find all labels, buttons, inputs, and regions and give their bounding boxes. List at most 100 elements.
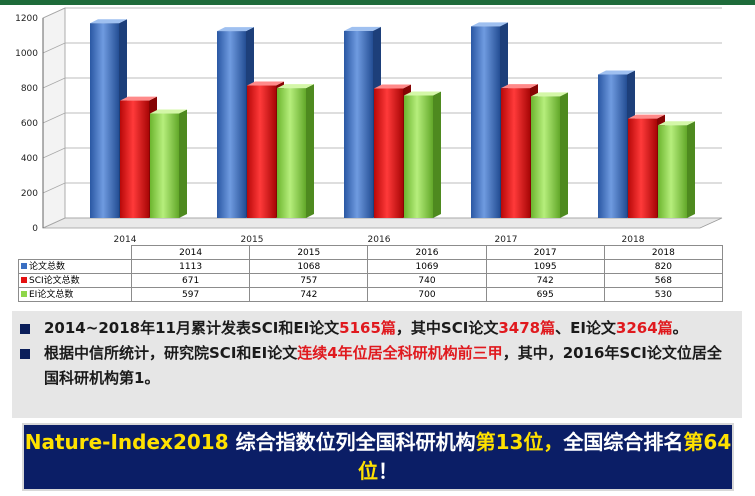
y-tick-label: 200 [21, 189, 38, 199]
bullet-text-part: 根据中信所统计，研究院SCI和EI论文 [44, 344, 298, 362]
table-row: EI论文总数 597 742 700 695 530 [18, 287, 724, 302]
bullet-item: 根据中信所统计，研究院SCI和EI论文连续4年位居全科研机构前三甲，其中，201… [20, 341, 734, 391]
top-accent-bar [0, 0, 755, 5]
bar-side [306, 84, 314, 219]
series-name-ei: EI论文总数 [29, 289, 74, 300]
series-name-total: 论文总数 [29, 261, 66, 272]
bullet-text: 根据中信所统计，研究院SCI和EI论文连续4年位居全科研机构前三甲，其中，201… [44, 344, 722, 387]
series-name-sci: SCI论文总数 [29, 275, 80, 286]
square-bullet-icon [20, 324, 30, 334]
bar-top [374, 84, 411, 89]
bar [628, 118, 657, 218]
bar-side [179, 109, 187, 218]
nature-index-banner: Nature-Index2018 综合指数位列全国科研机构第13位，全国综合排名… [22, 423, 734, 491]
y-tick-label: 1000 [15, 49, 38, 59]
table-header-year: 2016 [367, 245, 487, 260]
bar [598, 74, 627, 218]
table-header-row: 2014 2015 2016 2017 2018 [18, 245, 724, 260]
summary-bullets: 2014~2018年11月累计发表SCI和EI论文5165篇，其中SCI论文34… [12, 311, 742, 418]
bar [120, 100, 149, 218]
bullet-item: 2014~2018年11月累计发表SCI和EI论文5165篇，其中SCI论文34… [20, 316, 734, 341]
bar [658, 125, 687, 218]
table-cell: 1095 [485, 259, 605, 274]
bullet-text-part: 、EI论文 [555, 319, 616, 337]
bullet-text-part: 2014~2018年11月累计发表SCI和EI论文 [44, 319, 340, 337]
table-cell: 820 [603, 259, 724, 274]
bar [374, 88, 403, 218]
bar [501, 88, 530, 219]
bar-top [217, 27, 254, 32]
y-tick-label: 0 [32, 224, 38, 234]
bar-top [658, 121, 695, 126]
bar-top [598, 70, 635, 75]
y-tick-label: 800 [21, 84, 38, 94]
bullet-highlight: 5165篇 [339, 319, 396, 337]
bar-chart: 0 200 400 600 800 1000 1200 2014 2015 2016 2017 201… [15, 7, 723, 243]
legend-swatch-sci [21, 277, 27, 283]
x-tick-label: 2014 [114, 235, 137, 243]
bar [471, 26, 500, 218]
bar-top [531, 92, 568, 97]
banner-text-part: 全国综合排名 [563, 430, 684, 454]
table-row-label: SCI论文总数 [18, 273, 132, 288]
table-cell: 757 [249, 273, 369, 288]
table-row: 论文总数 1113 1068 1069 1095 820 [18, 259, 724, 274]
bar [217, 31, 246, 218]
bar [150, 113, 179, 218]
table-cell: 530 [603, 287, 724, 302]
x-tick-label: 2017 [495, 235, 518, 243]
y-tick-label: 400 [21, 154, 38, 164]
bar-side [433, 91, 441, 218]
bar-top [247, 81, 284, 86]
table-cell: 1068 [249, 259, 369, 274]
banner-text-part: ！ [378, 459, 398, 483]
table-cell: 671 [130, 273, 251, 288]
gridline [42, 7, 722, 19]
table-header-year: 2014 [130, 245, 251, 260]
table-cell: 740 [367, 273, 487, 288]
bar-side [560, 92, 568, 218]
bullet-highlight: 3478篇 [498, 319, 556, 337]
banner-highlight: 第64位 [358, 430, 732, 483]
bar-top [277, 84, 314, 89]
bar-top [150, 109, 187, 114]
bar-top [90, 19, 127, 24]
table-header-year: 2017 [485, 245, 605, 260]
table-cell: 1113 [130, 259, 251, 274]
bar [277, 88, 306, 219]
plot-floor [42, 217, 723, 229]
bullet-text-part: ，其中，2016年SCI论文位居全国科研机构第1。 [44, 344, 722, 387]
table-header-year: 2018 [603, 245, 724, 260]
bullet-text: 2014~2018年11月累计发表SCI和EI论文5165篇，其中SCI论文34… [44, 319, 688, 337]
y-tick-label: 600 [21, 119, 38, 129]
bar-top [628, 114, 665, 119]
x-tick-label: 2015 [241, 235, 264, 243]
legend-swatch-total [21, 263, 27, 269]
bar [531, 96, 560, 218]
x-tick-label: 2016 [368, 235, 391, 243]
table-row-label: EI论文总数 [18, 287, 132, 302]
bar-side [687, 121, 695, 218]
bullet-highlight: 3264篇 [615, 319, 673, 337]
table-cell: 742 [249, 287, 369, 302]
bar-top [344, 26, 381, 31]
bar [247, 85, 276, 219]
table-cell: 700 [367, 287, 487, 302]
y-tick-label: 1200 [15, 14, 38, 24]
banner-highlight: 第13位， [475, 430, 564, 454]
bar-top [501, 84, 538, 89]
table-cell: 695 [485, 287, 605, 302]
bar [344, 30, 373, 218]
table-row: SCI论文总数 671 757 740 742 568 [18, 273, 724, 288]
table-header-year: 2015 [249, 245, 369, 260]
bullet-text-part: 。 [672, 319, 688, 337]
table-cell: 597 [130, 287, 251, 302]
bullet-highlight: 连续4年位居全科研机构前三甲 [297, 344, 503, 362]
bar-top [471, 22, 508, 27]
chart-data-table: 2014 2015 2016 2017 2018 论文总数 1113 1068 … [18, 245, 724, 302]
table-row-label: 论文总数 [18, 259, 132, 274]
bar [404, 95, 433, 218]
table-corner-cell [18, 245, 132, 260]
bullet-text-part: ，其中SCI论文 [395, 319, 499, 337]
table-cell: 742 [485, 273, 605, 288]
